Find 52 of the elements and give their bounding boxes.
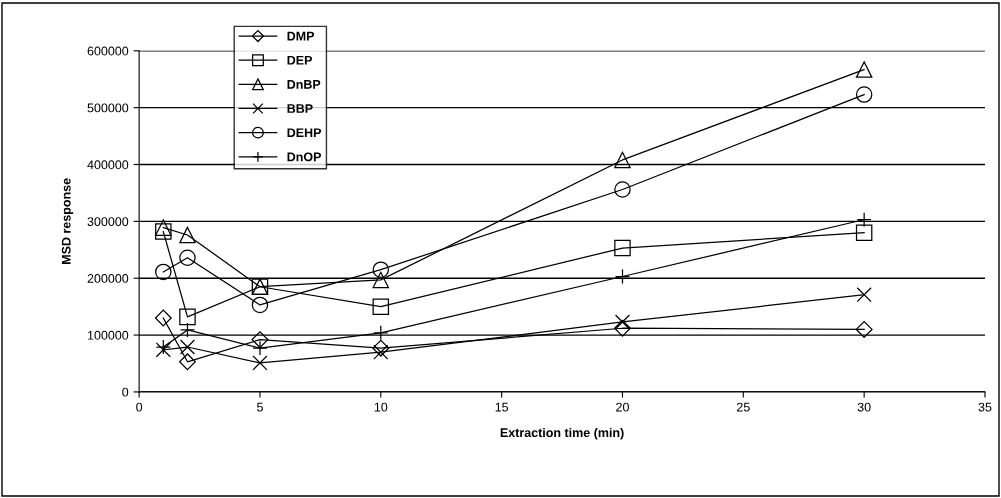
point	[855, 86, 873, 103]
point	[251, 331, 269, 349]
x-tick-label: 15	[495, 402, 509, 412]
y-tick-label: 500000	[87, 103, 129, 113]
x-tick-label: 5	[257, 402, 263, 412]
point	[179, 249, 196, 267]
legend-label: BBP	[287, 104, 313, 113]
y-tick-label: 200000	[87, 274, 129, 283]
point	[614, 239, 631, 257]
point	[373, 344, 389, 360]
legend-label: DEHP	[287, 128, 321, 138]
y-axis-title: MSD response	[61, 178, 74, 264]
point	[178, 353, 196, 371]
point	[155, 263, 172, 281]
point	[179, 226, 196, 244]
y-tick-label: 100000	[87, 330, 129, 340]
y-tick-label: 0	[122, 387, 129, 397]
point	[154, 309, 172, 327]
point	[372, 298, 390, 315]
point	[855, 61, 873, 78]
point	[855, 224, 873, 241]
point	[613, 319, 631, 337]
point	[179, 322, 196, 338]
point	[855, 320, 873, 338]
legend-label: DMP	[287, 31, 315, 41]
x-axis-title: Extraction time (min)	[500, 427, 624, 440]
x-tick-label: 10	[374, 402, 388, 412]
point	[856, 287, 872, 303]
x-tick-label: 0	[136, 402, 143, 412]
x-tick-label: 35	[978, 402, 992, 412]
x-tick-label: 30	[857, 402, 871, 412]
y-tick-label: 600000	[87, 46, 129, 56]
point	[155, 223, 172, 240]
point	[251, 296, 269, 314]
point	[372, 339, 390, 357]
x-tick-label: 25	[736, 402, 750, 412]
point	[179, 339, 196, 355]
y-tick-label: 300000	[87, 217, 129, 227]
legend-label: DnBP	[287, 80, 321, 89]
point	[614, 314, 631, 330]
point	[614, 181, 631, 198]
point	[614, 151, 631, 169]
x-tick-label: 20	[616, 402, 629, 412]
point	[372, 261, 390, 278]
point	[252, 355, 268, 371]
y-tick-label: 400000	[87, 160, 129, 170]
point	[155, 219, 172, 236]
legend-label: DnOP	[287, 152, 321, 162]
point	[614, 268, 631, 285]
legend-label: DEP	[287, 55, 312, 65]
point	[372, 271, 390, 289]
point	[179, 308, 196, 326]
